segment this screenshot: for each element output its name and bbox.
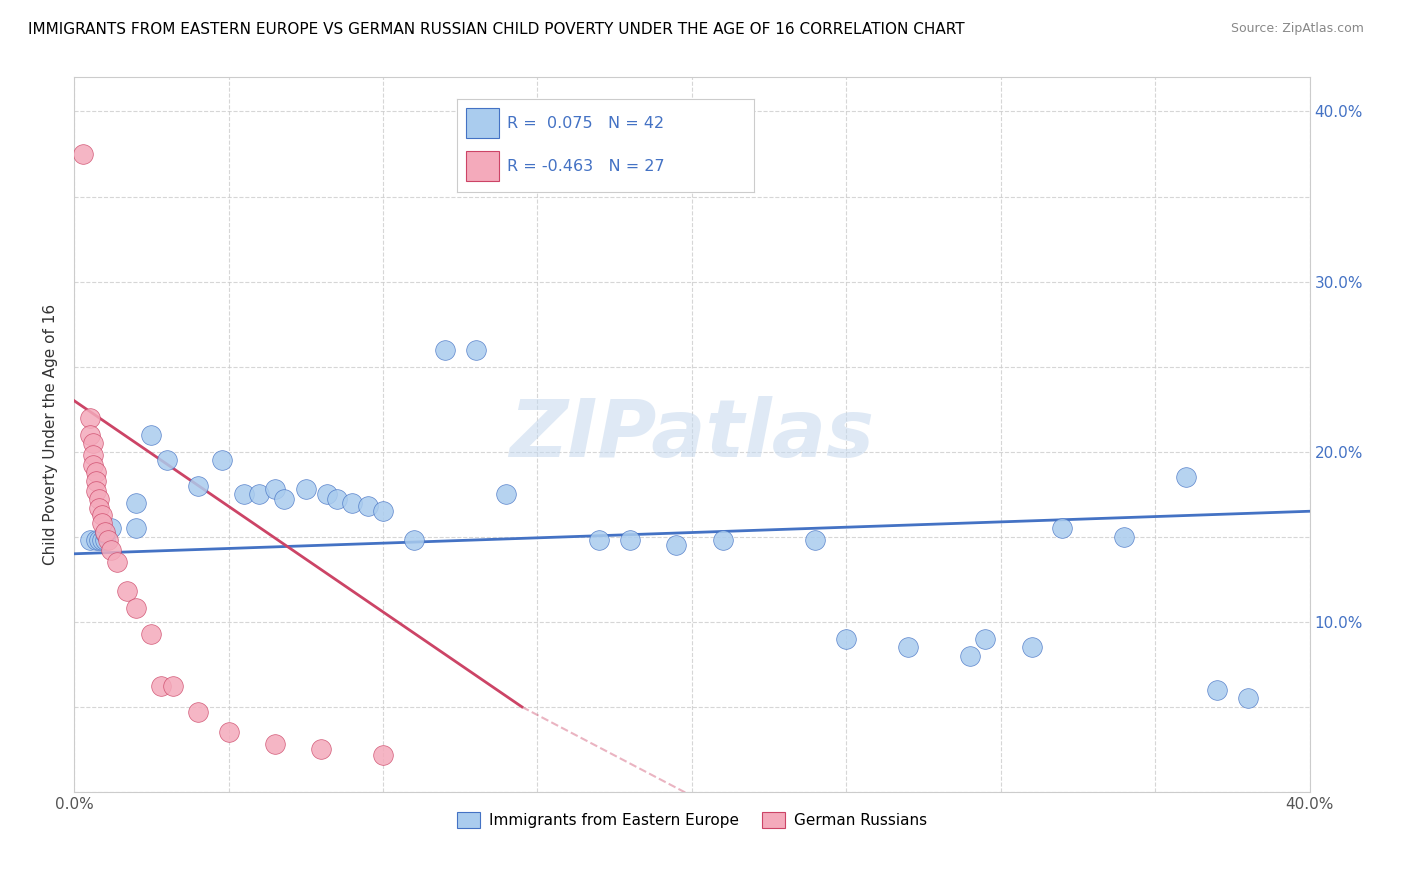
Text: IMMIGRANTS FROM EASTERN EUROPE VS GERMAN RUSSIAN CHILD POVERTY UNDER THE AGE OF : IMMIGRANTS FROM EASTERN EUROPE VS GERMAN… bbox=[28, 22, 965, 37]
Point bbox=[316, 487, 339, 501]
Point bbox=[87, 533, 110, 548]
Point bbox=[79, 427, 101, 442]
Point bbox=[141, 427, 163, 442]
Point bbox=[263, 482, 285, 496]
Point bbox=[588, 533, 610, 548]
Point bbox=[100, 521, 122, 535]
Point bbox=[84, 465, 107, 479]
Point bbox=[495, 487, 517, 501]
Point bbox=[263, 737, 285, 751]
Point bbox=[125, 601, 148, 615]
Point bbox=[273, 492, 295, 507]
Point bbox=[105, 555, 128, 569]
Point bbox=[1205, 682, 1227, 697]
Point bbox=[309, 742, 332, 756]
Point bbox=[218, 725, 240, 739]
Legend: Immigrants from Eastern Europe, German Russians: Immigrants from Eastern Europe, German R… bbox=[450, 806, 934, 834]
Point bbox=[149, 680, 172, 694]
Point bbox=[84, 483, 107, 498]
Point bbox=[402, 533, 425, 548]
Point bbox=[356, 499, 378, 513]
Point bbox=[325, 492, 347, 507]
Point bbox=[82, 436, 104, 450]
Point bbox=[711, 533, 734, 548]
Point bbox=[94, 526, 117, 541]
Point bbox=[141, 626, 163, 640]
Point bbox=[1236, 691, 1258, 706]
Point bbox=[156, 453, 179, 467]
Point bbox=[84, 533, 107, 548]
Point bbox=[1175, 470, 1198, 484]
Point bbox=[97, 533, 120, 548]
Point bbox=[835, 632, 858, 646]
Point bbox=[464, 343, 486, 357]
Y-axis label: Child Poverty Under the Age of 16: Child Poverty Under the Age of 16 bbox=[44, 304, 58, 566]
Point bbox=[1052, 521, 1074, 535]
Point bbox=[340, 496, 363, 510]
Point bbox=[87, 492, 110, 507]
Point bbox=[897, 640, 920, 655]
Point bbox=[294, 482, 316, 496]
Point bbox=[959, 648, 981, 663]
Point bbox=[94, 533, 117, 548]
Point bbox=[247, 487, 270, 501]
Point bbox=[974, 632, 997, 646]
Point bbox=[1114, 530, 1136, 544]
Point bbox=[82, 448, 104, 462]
Point bbox=[233, 487, 256, 501]
Point bbox=[162, 680, 184, 694]
Point bbox=[371, 504, 394, 518]
Point bbox=[187, 705, 209, 719]
Point bbox=[90, 533, 112, 548]
Point bbox=[187, 479, 209, 493]
Point bbox=[79, 533, 101, 548]
Point bbox=[79, 410, 101, 425]
Point bbox=[94, 524, 117, 539]
Point bbox=[433, 343, 456, 357]
Point bbox=[125, 521, 148, 535]
Point bbox=[90, 516, 112, 531]
Point bbox=[619, 533, 641, 548]
Point bbox=[211, 453, 233, 467]
Point bbox=[90, 508, 112, 522]
Point bbox=[665, 538, 688, 552]
Point bbox=[115, 584, 138, 599]
Point bbox=[125, 496, 148, 510]
Point bbox=[804, 533, 827, 548]
Text: Source: ZipAtlas.com: Source: ZipAtlas.com bbox=[1230, 22, 1364, 36]
Point bbox=[87, 500, 110, 515]
Point bbox=[72, 147, 94, 161]
Point bbox=[371, 747, 394, 762]
Point bbox=[100, 543, 122, 558]
Text: ZIPatlas: ZIPatlas bbox=[509, 396, 875, 474]
Point bbox=[82, 458, 104, 473]
Point bbox=[1021, 640, 1043, 655]
Point bbox=[84, 474, 107, 488]
